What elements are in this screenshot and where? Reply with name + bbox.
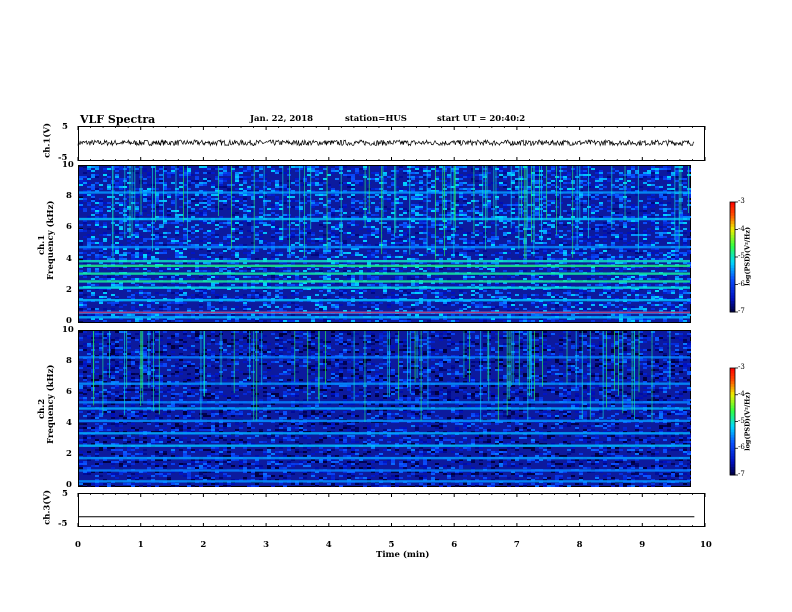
ch1-waveform bbox=[77, 138, 695, 147]
ch2-spectrogram-band bbox=[79, 401, 690, 404]
ch2-spectrogram-band bbox=[79, 456, 690, 460]
ch1-colorbar-tick: -7 bbox=[738, 307, 745, 315]
ch2-spectrogram-band bbox=[79, 432, 690, 435]
ch2-spectrogram-ytick: 6 bbox=[66, 387, 72, 397]
ch1-spectrogram-ytick: 0 bbox=[66, 316, 72, 326]
ch1-colorbar-tick: -5 bbox=[738, 252, 745, 260]
ch1-colorbar-tick: -4 bbox=[738, 224, 745, 233]
x-tick-label: 10 bbox=[700, 540, 712, 550]
ch2-colorbar-tick: -7 bbox=[738, 470, 745, 478]
x-tick-label: 1 bbox=[137, 540, 144, 550]
x-tick-label: 7 bbox=[513, 540, 520, 550]
x-tick-label: 3 bbox=[263, 540, 270, 550]
x-tick-label: 9 bbox=[639, 540, 646, 550]
ch1-spectrogram-ytick: 10 bbox=[62, 160, 74, 170]
ch2-colorbar-gradient bbox=[730, 368, 735, 476]
ch2-spectrogram-band bbox=[79, 356, 690, 359]
ch1-spectrogram-band bbox=[79, 217, 690, 221]
header-station: station=HUS bbox=[345, 114, 407, 124]
ch1-spectrogram-ytick: 8 bbox=[66, 191, 72, 202]
ch1-ytick-top: 5 bbox=[62, 122, 68, 132]
ch1-spectrogram-band bbox=[79, 259, 690, 263]
x-tick-label: 0 bbox=[75, 540, 81, 550]
ch1-spectrogram-ytick: 4 bbox=[66, 253, 72, 264]
ch2-colorbar-tick: -3 bbox=[738, 363, 745, 371]
chart-title: VLF Spectra bbox=[80, 113, 156, 126]
ch1-spectrogram-cells bbox=[79, 166, 691, 322]
x-tick-label: 4 bbox=[325, 540, 332, 550]
ch2-spectrogram-ytick: 10 bbox=[62, 325, 74, 335]
x-tick-label: 8 bbox=[576, 540, 583, 550]
x-axis-label: Time (min) bbox=[376, 550, 430, 560]
ch2-spectrogram-ytick: 0 bbox=[66, 480, 72, 490]
header-start-time: start UT = 20:40:2 bbox=[437, 114, 526, 124]
ch2-spectrogram-band bbox=[79, 419, 690, 423]
x-tick-label: 2 bbox=[200, 540, 207, 550]
ch1-spectrogram-band bbox=[79, 264, 690, 268]
ch1-spectrogram-ytick: 6 bbox=[66, 222, 72, 233]
ch2-colorbar-tick: -6 bbox=[738, 443, 745, 452]
ch2-spectrogram-ytick: 2 bbox=[66, 449, 72, 459]
ch2-colorbar-tick: -5 bbox=[738, 416, 745, 425]
ch1-spectrogram-ytick: 2 bbox=[66, 284, 72, 295]
ch2-spectrogram-band bbox=[79, 382, 690, 385]
ch2-spectrogram-band bbox=[79, 469, 690, 472]
ch2-spectrogram-cells bbox=[79, 331, 691, 487]
ch3-ytick-bottom: -5 bbox=[58, 519, 68, 529]
ch2-spectrogram-ytick: 8 bbox=[66, 356, 72, 366]
ch1-spectrogram-band bbox=[79, 245, 690, 249]
ch1-spectrogram-band bbox=[79, 272, 690, 275]
ch1-spectrogram-band bbox=[79, 298, 690, 302]
ch3-ytick-top: 5 bbox=[62, 489, 68, 499]
ch1-colorbar-gradient bbox=[730, 202, 735, 313]
ch1-colorbar-tick: -6 bbox=[738, 279, 745, 288]
ch2-spectrogram-band bbox=[79, 444, 690, 447]
ch2-colorbar-tick: -4 bbox=[738, 389, 745, 398]
ch1-ytick-bottom: -5 bbox=[58, 153, 68, 163]
ch1-spectrogram-band bbox=[79, 286, 690, 289]
ch1-spectrogram-band bbox=[79, 316, 690, 319]
ch2-spectrogram-band bbox=[79, 480, 690, 483]
ch1-colorbar-tick: -3 bbox=[738, 197, 745, 205]
ch1-spectrogram-band bbox=[79, 191, 690, 194]
ch2-spectrogram-ytick: 4 bbox=[66, 418, 72, 428]
ch2-spectrogram-band bbox=[79, 407, 690, 410]
ch1-spectrogram-band-purple bbox=[79, 311, 690, 314]
header-date: Jan. 22, 2018 bbox=[250, 114, 314, 124]
ch1-spectrogram-band bbox=[79, 280, 690, 283]
x-tick-label: 6 bbox=[451, 540, 458, 550]
x-tick-label: 5 bbox=[388, 540, 395, 550]
